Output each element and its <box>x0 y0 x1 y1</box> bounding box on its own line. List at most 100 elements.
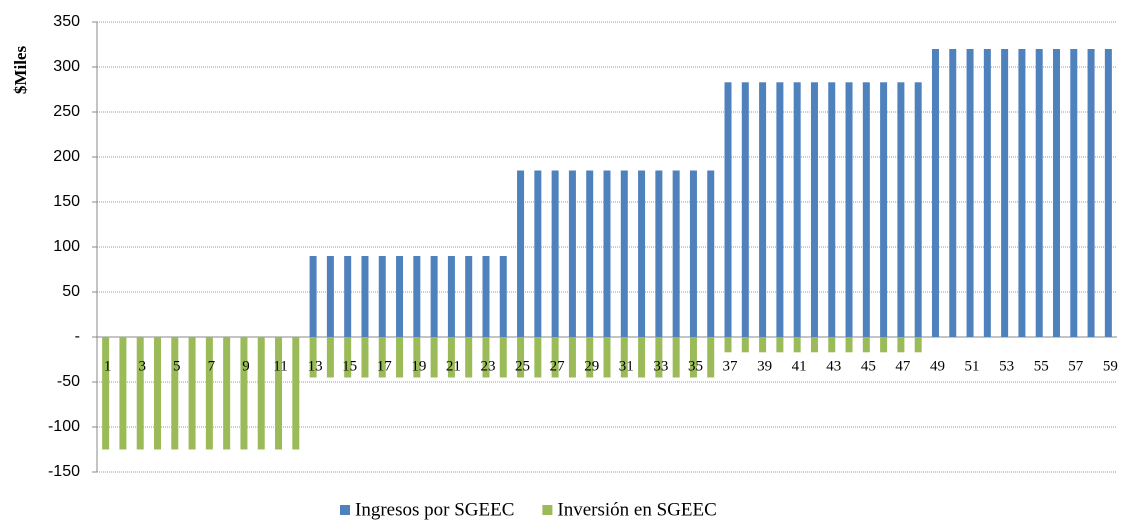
bar <box>638 337 646 378</box>
bar <box>413 256 421 337</box>
bar <box>447 337 455 378</box>
x-tick-label: 3 <box>138 358 146 374</box>
bar <box>1070 49 1078 337</box>
bar <box>344 256 352 337</box>
bar <box>689 170 697 337</box>
x-tick-label: 47 <box>895 358 911 374</box>
x-tick-label: 9 <box>242 358 250 374</box>
x-tick-label: 29 <box>584 358 599 374</box>
legend-label: Inversión en SGEEC <box>557 499 716 520</box>
bar <box>171 337 179 450</box>
x-tick-label: 33 <box>653 358 668 374</box>
bar <box>759 337 767 353</box>
legend-swatch <box>542 505 553 515</box>
bar <box>724 82 732 337</box>
bar <box>240 337 248 450</box>
bar <box>586 337 594 378</box>
y-tick-label: 250 <box>53 103 80 120</box>
bar <box>880 337 888 353</box>
bar <box>1052 49 1060 337</box>
bar <box>741 82 749 337</box>
x-tick-label: 13 <box>308 358 323 374</box>
bar <box>378 337 386 378</box>
bar <box>776 82 784 337</box>
x-tick-label: 55 <box>1034 358 1049 374</box>
bar <box>568 337 576 378</box>
bar <box>828 337 836 353</box>
bar <box>292 337 300 450</box>
bar <box>689 337 697 378</box>
x-tick-label: 1 <box>104 358 112 374</box>
bar <box>862 82 870 337</box>
bar <box>1087 49 1095 337</box>
legend-label: Ingresos por SGEEC <box>355 499 514 520</box>
x-tick-label: 53 <box>999 358 1014 374</box>
legend-swatch <box>340 505 350 515</box>
bar <box>223 337 231 450</box>
bar <box>499 256 507 337</box>
bar <box>793 337 801 353</box>
bar <box>983 49 991 337</box>
bar <box>741 337 749 353</box>
x-tick-label: 31 <box>619 358 634 374</box>
bar <box>603 337 611 378</box>
bar <box>914 82 922 337</box>
bar <box>638 170 646 337</box>
bar <box>154 337 162 450</box>
bar <box>672 337 680 378</box>
bar <box>378 256 386 337</box>
bar <box>620 170 628 337</box>
bar <box>949 49 957 337</box>
bar <box>275 337 283 450</box>
bar <box>309 337 317 378</box>
bar <box>1001 49 1009 337</box>
bar <box>655 170 663 337</box>
y-tick-label: 100 <box>53 238 80 255</box>
x-tick-label: 27 <box>550 358 566 374</box>
bar <box>396 256 404 337</box>
bar <box>430 256 438 337</box>
bar <box>188 337 196 450</box>
bar <box>707 170 715 337</box>
bar <box>257 337 265 450</box>
bar <box>465 337 473 378</box>
x-tick-label: 39 <box>757 358 772 374</box>
bar <box>1104 49 1112 337</box>
bar <box>396 337 404 378</box>
bar <box>326 337 334 378</box>
bar <box>482 256 490 337</box>
x-tick-label: 45 <box>861 358 876 374</box>
bar <box>326 256 334 337</box>
bar <box>119 337 127 450</box>
bar <box>344 337 352 378</box>
bar <box>707 337 715 378</box>
bar <box>793 82 801 337</box>
x-tick-label: 15 <box>342 358 357 374</box>
bar <box>1035 49 1043 337</box>
x-tick-label: 57 <box>1068 358 1084 374</box>
x-tick-label: 43 <box>826 358 841 374</box>
y-tick-label: -50 <box>57 373 80 390</box>
bar <box>845 337 853 353</box>
bar <box>810 82 818 337</box>
bar <box>914 337 922 353</box>
bar <box>361 256 369 337</box>
bar <box>413 337 421 378</box>
bar <box>724 337 732 353</box>
bar <box>205 337 213 450</box>
bar <box>603 170 611 337</box>
bar <box>828 82 836 337</box>
y-tick-label: 50 <box>62 283 80 300</box>
bar <box>551 170 559 337</box>
bar <box>1018 49 1026 337</box>
x-tick-label: 11 <box>273 358 287 374</box>
bar <box>672 170 680 337</box>
y-tick-label: 350 <box>53 13 80 30</box>
bar <box>897 82 905 337</box>
x-tick-label: 59 <box>1103 358 1118 374</box>
bar <box>499 337 507 378</box>
bar <box>430 337 438 378</box>
bar <box>845 82 853 337</box>
bar <box>810 337 818 353</box>
